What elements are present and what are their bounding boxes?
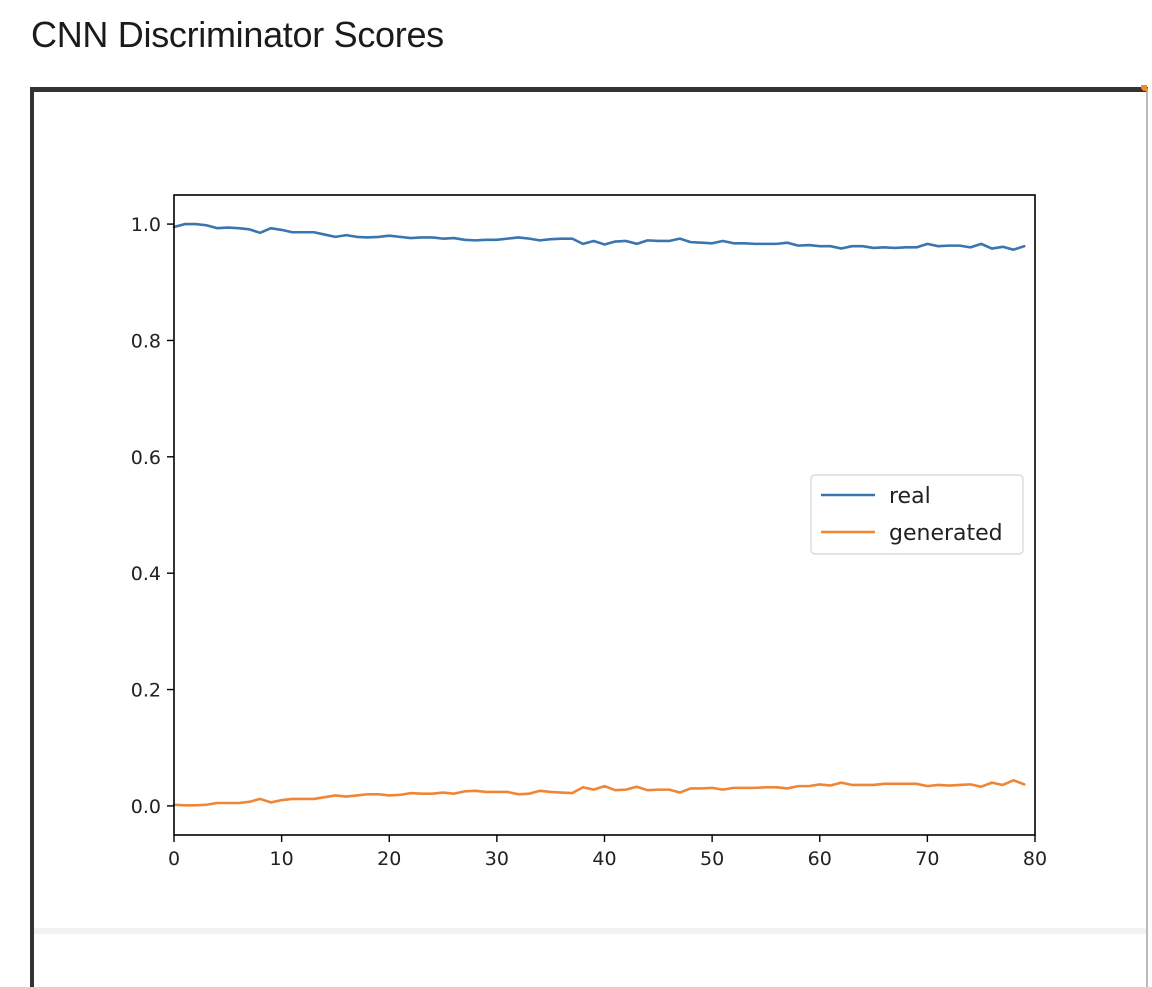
y-tick-label: 0.2 [131, 680, 161, 702]
x-tick-label: 20 [377, 848, 401, 870]
y-tick-label: 1.0 [131, 214, 161, 236]
y-tick-label: 0.0 [131, 796, 161, 818]
series-line-real [172, 222, 1026, 251]
x-tick-label: 30 [485, 848, 509, 870]
corner-indicator [1141, 85, 1147, 91]
x-tick-label: 50 [700, 848, 724, 870]
page-title: CNN Discriminator Scores [31, 14, 444, 55]
x-tick-label: 60 [808, 848, 832, 870]
x-tick-label: 70 [915, 848, 939, 870]
legend-label-generated: generated [889, 521, 1003, 546]
x-tick-label: 0 [168, 848, 180, 870]
series-line-generated [172, 779, 1026, 807]
output-cell-bottom [34, 928, 1146, 934]
legend-label-real: real [889, 484, 931, 509]
line-chart: 0 10 20 30 40 50 60 70 80 0.0 0.2 0.4 0.6 0.8 1.0 real g… [131, 194, 1047, 870]
y-tick-label: 0.8 [131, 330, 161, 352]
y-tick-label: 0.4 [131, 563, 161, 585]
x-tick-label: 40 [592, 848, 616, 870]
x-tick-label: 80 [1023, 848, 1047, 870]
y-tick-label: 0.6 [131, 447, 161, 469]
x-tick-label: 10 [270, 848, 294, 870]
